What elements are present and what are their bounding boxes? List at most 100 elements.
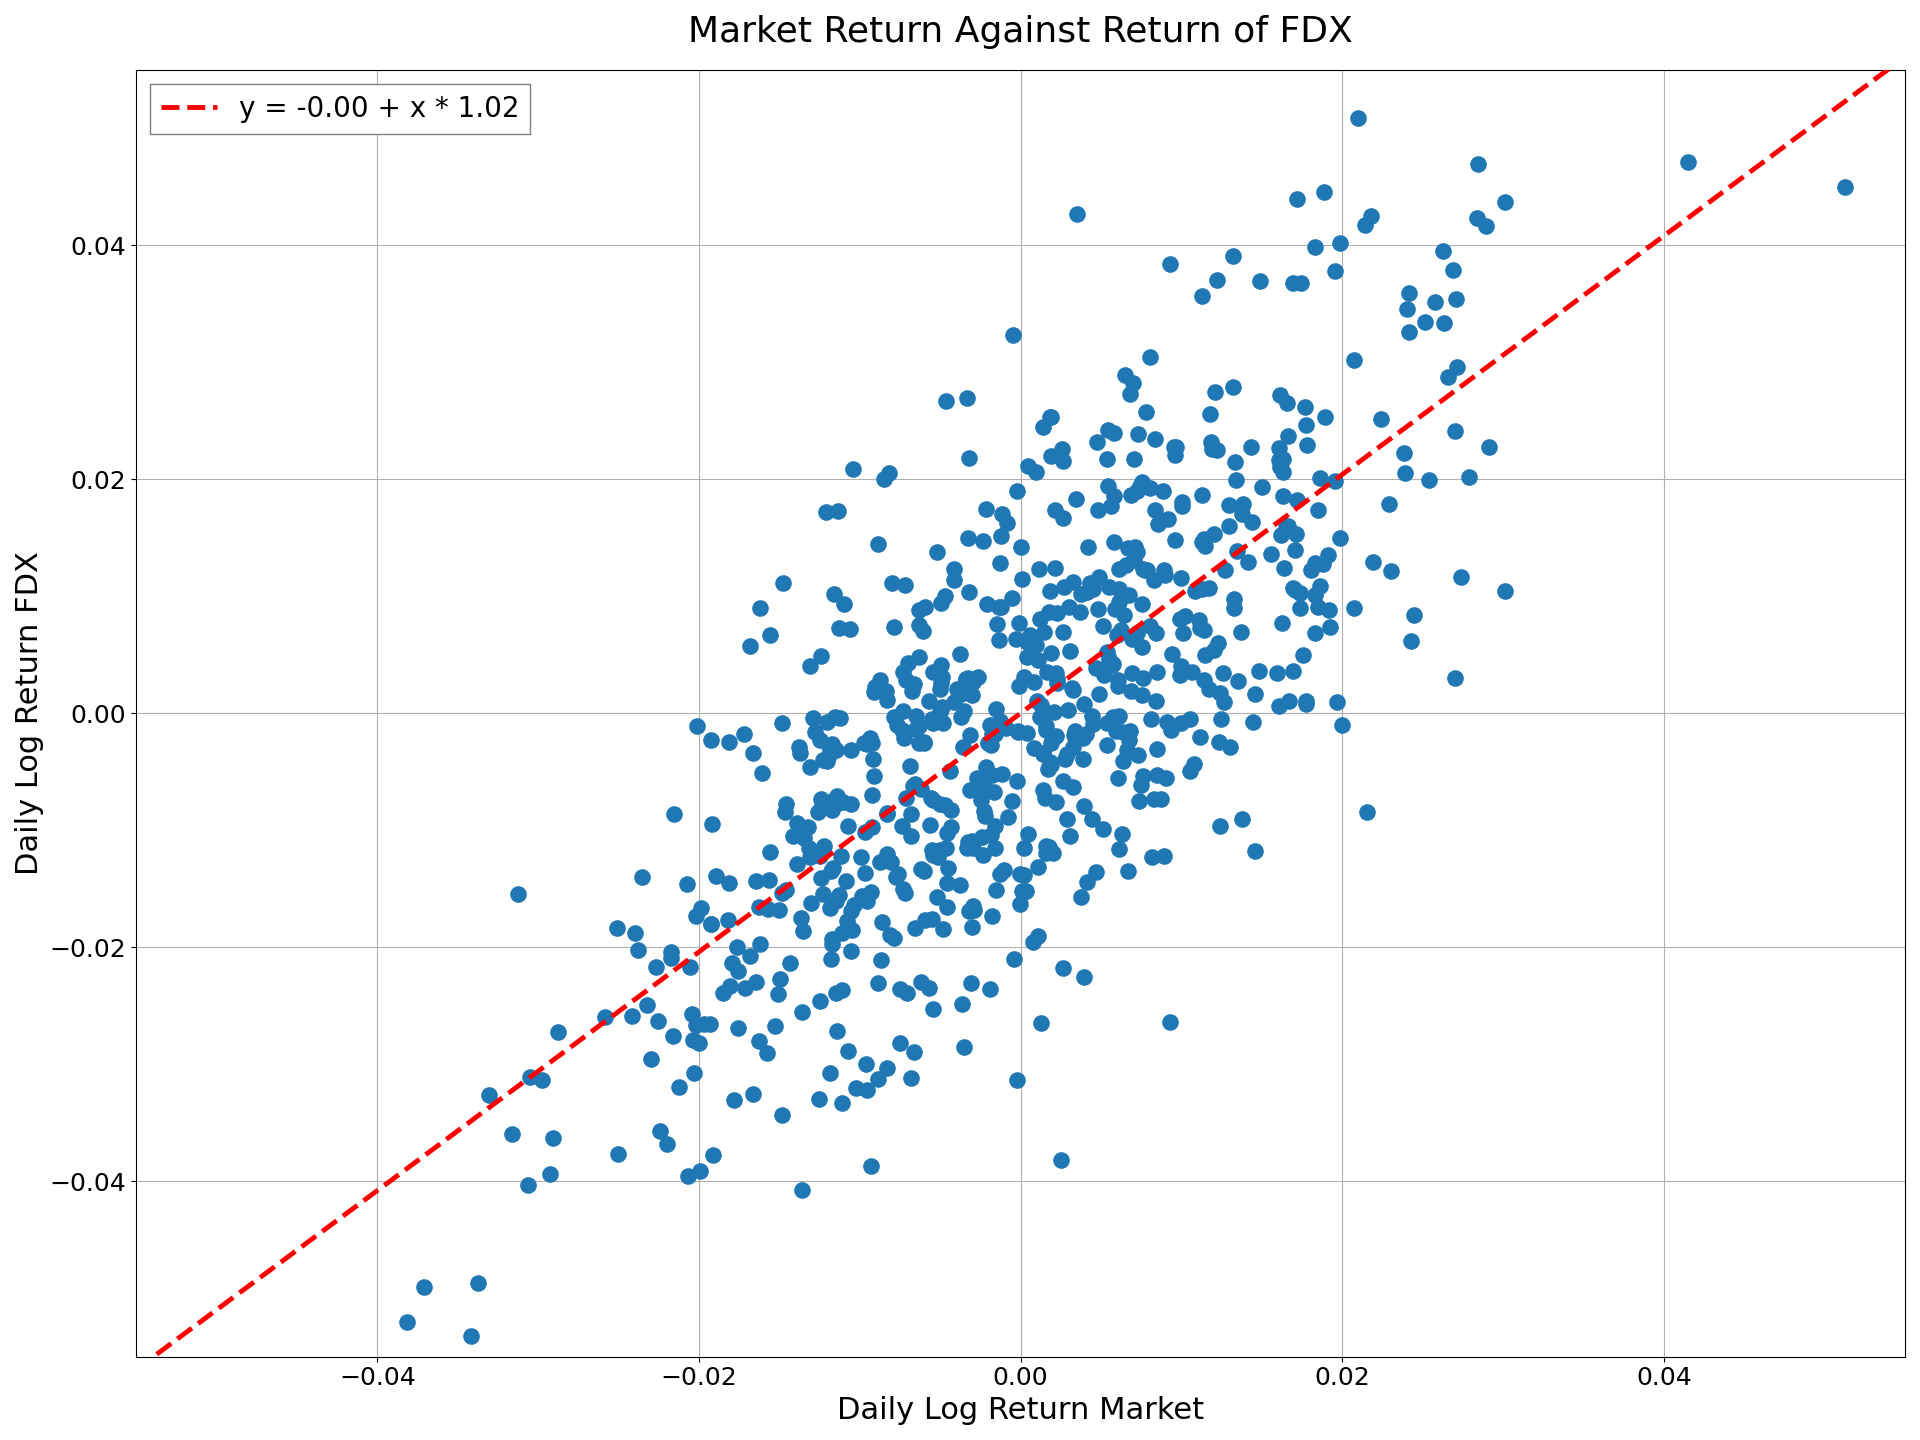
Point — [1198, 523, 1229, 546]
Point — [1123, 744, 1154, 768]
Point — [1002, 1068, 1033, 1092]
Point — [1273, 425, 1304, 448]
Point — [1148, 844, 1179, 867]
Point — [895, 802, 925, 825]
Point — [1304, 575, 1334, 598]
Point — [1119, 549, 1150, 572]
Point — [1008, 665, 1039, 688]
Point — [1108, 749, 1139, 772]
Point — [872, 1057, 902, 1080]
Point — [714, 871, 745, 894]
Point — [1267, 612, 1298, 635]
Point — [904, 778, 935, 801]
Point — [1116, 484, 1146, 507]
Point — [1213, 492, 1244, 516]
Y-axis label: Daily Log Return FDX: Daily Log Return FDX — [15, 552, 44, 876]
Point — [1002, 720, 1033, 743]
Point — [828, 922, 858, 945]
Point — [685, 1159, 716, 1182]
Point — [1139, 428, 1169, 451]
Point — [914, 690, 945, 713]
Point — [1035, 406, 1066, 429]
Point — [1083, 566, 1114, 589]
Point — [1277, 660, 1308, 683]
Point — [1043, 600, 1073, 624]
Point — [1062, 203, 1092, 226]
Point — [1428, 311, 1459, 334]
Point — [899, 672, 929, 696]
Point — [895, 755, 925, 778]
Point — [737, 1083, 768, 1106]
Point — [1202, 438, 1233, 461]
Point — [945, 874, 975, 897]
Point — [1319, 469, 1350, 492]
Point — [970, 776, 1000, 799]
Point — [778, 824, 808, 847]
Point — [858, 747, 889, 770]
Point — [682, 904, 712, 927]
Point — [908, 860, 939, 883]
Point — [1187, 484, 1217, 507]
Point — [1092, 576, 1123, 599]
Point — [1066, 886, 1096, 909]
Point — [918, 844, 948, 867]
Point — [945, 642, 975, 665]
Point — [1373, 492, 1404, 516]
Point — [948, 736, 979, 759]
Point — [1025, 1012, 1056, 1035]
Point — [975, 824, 1006, 847]
Point — [851, 863, 881, 886]
Point — [973, 732, 1004, 755]
Point — [927, 665, 958, 688]
Point — [1453, 465, 1484, 488]
Point — [885, 978, 916, 1001]
Point — [952, 527, 983, 550]
Point — [935, 799, 966, 822]
Point — [766, 1103, 797, 1126]
Point — [895, 825, 925, 848]
Point — [755, 841, 785, 864]
Point — [900, 917, 931, 940]
Point — [1365, 408, 1396, 431]
Point — [939, 557, 970, 580]
Point — [914, 976, 945, 999]
Point — [947, 992, 977, 1015]
Point — [1029, 786, 1060, 809]
Point — [1236, 710, 1267, 733]
Point — [735, 945, 766, 968]
Point — [1058, 724, 1089, 747]
Point — [835, 739, 866, 762]
Point — [1116, 680, 1146, 703]
Point — [1035, 732, 1066, 755]
Point — [918, 788, 948, 811]
Point — [1356, 204, 1386, 228]
Point — [1039, 841, 1069, 864]
Point — [1064, 600, 1094, 624]
Point — [1446, 566, 1476, 589]
Point — [513, 1174, 543, 1197]
Point — [1555, 23, 1586, 46]
Point — [985, 595, 1016, 618]
Point — [1102, 766, 1133, 789]
Point — [1185, 616, 1215, 639]
Point — [1121, 480, 1152, 503]
Point — [956, 683, 987, 706]
Point — [891, 786, 922, 809]
Point — [931, 896, 962, 919]
Point — [1139, 788, 1169, 811]
Point — [816, 789, 847, 812]
Point — [409, 1276, 440, 1299]
Point — [1140, 621, 1171, 644]
Point — [1177, 660, 1208, 683]
Point — [1188, 528, 1219, 552]
Point — [1196, 431, 1227, 454]
Point — [837, 919, 868, 942]
Point — [1164, 664, 1194, 687]
Point — [1152, 710, 1183, 733]
Point — [908, 730, 939, 753]
Point — [962, 665, 993, 688]
Point — [822, 1020, 852, 1043]
Point — [1021, 924, 1052, 948]
Point — [922, 845, 952, 868]
Point — [1286, 272, 1317, 295]
